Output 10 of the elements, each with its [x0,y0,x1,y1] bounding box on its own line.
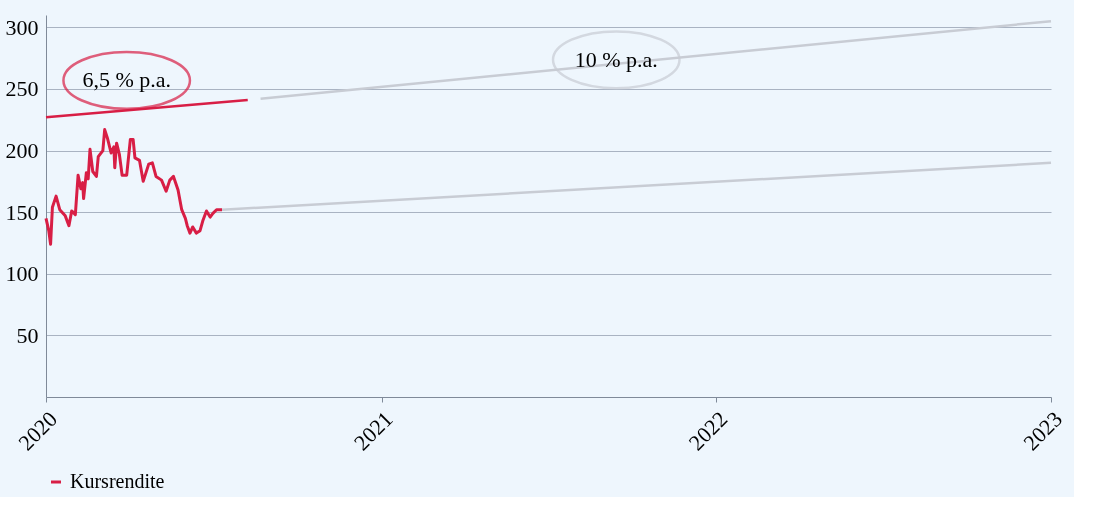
annotation: 6,5 % p.a. [82,67,171,93]
y-tick-label: 150 [5,199,39,225]
y-tick-label: 250 [5,76,39,102]
annotation: 10 % p.a. [574,46,658,72]
y-tick-label: 200 [5,138,39,164]
y-tick-label: 50 [16,322,39,348]
y-tick-label: 300 [5,14,39,40]
line-series [44,128,224,246]
legend-label: Kursrendite [70,470,165,492]
y-tick-label: 100 [5,261,39,287]
